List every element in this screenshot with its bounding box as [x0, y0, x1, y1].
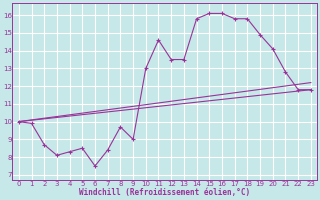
- X-axis label: Windchill (Refroidissement éolien,°C): Windchill (Refroidissement éolien,°C): [79, 188, 251, 197]
